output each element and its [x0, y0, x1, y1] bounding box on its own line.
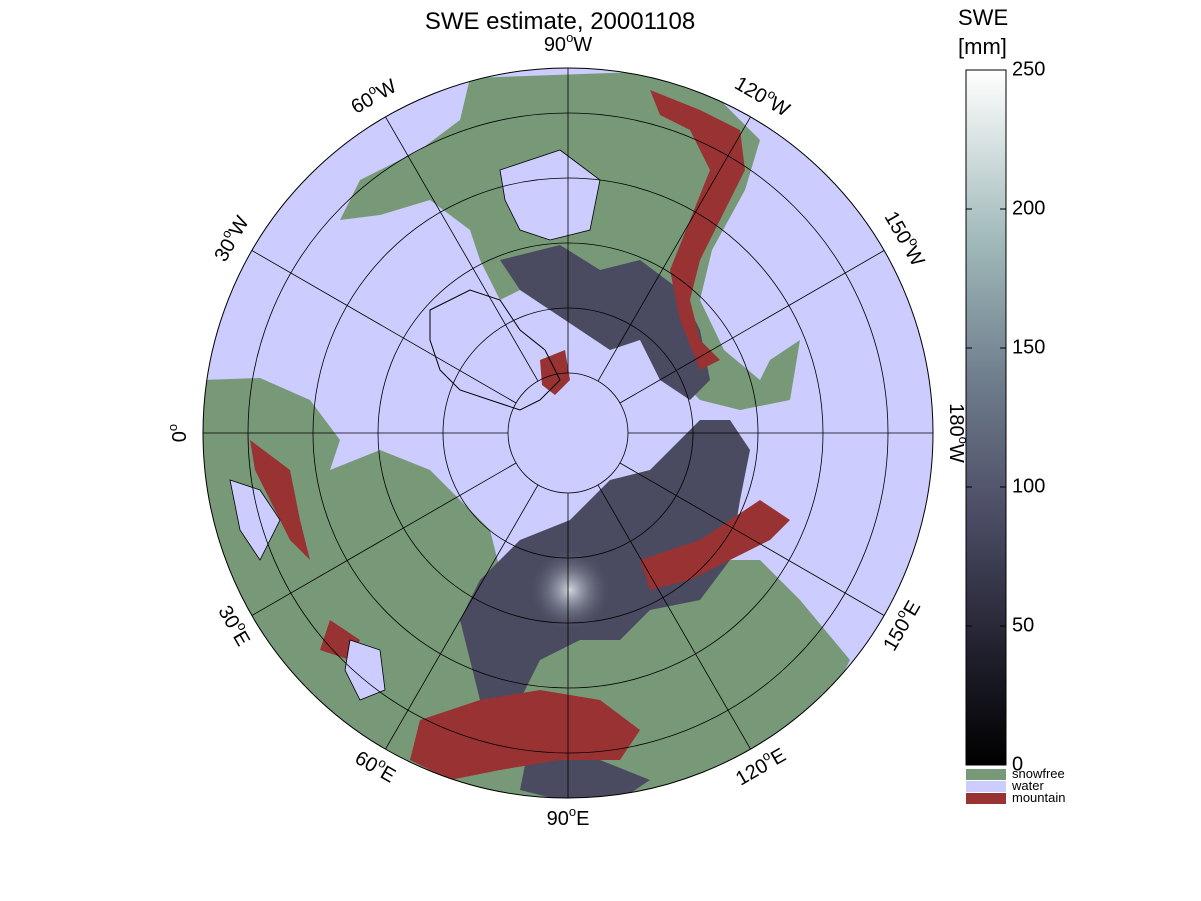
meridian-label: 90oE — [547, 804, 590, 830]
snow-region-siberia — [460, 420, 750, 700]
colorbar-gradient — [965, 69, 1007, 766]
meridian-line — [619, 250, 885, 404]
graticule — [203, 68, 933, 798]
coastline-greenland — [429, 289, 561, 411]
colorbar-tick-label: 0 — [1012, 753, 1023, 775]
mountain-rockies — [650, 90, 745, 370]
colorbar-tick-label: 150 — [1012, 336, 1045, 358]
map-boundary — [202, 67, 934, 799]
meridian-label: 60oW — [346, 72, 401, 119]
chart-title: SWE estimate, 20001108 — [424, 8, 696, 35]
water-caspian — [344, 639, 386, 701]
category-label-water: water — [1011, 778, 1044, 793]
colorbar-tick-label: 250 — [1012, 58, 1045, 80]
colorbar-ticks: 0 50 100 150 200 250 — [966, 58, 1045, 775]
colorbar-title: SWE — [958, 5, 1008, 30]
meridian-line — [251, 462, 517, 616]
snow-region-canada — [500, 245, 710, 400]
mountain-central-asia — [410, 690, 640, 780]
mountain-greenland — [540, 350, 570, 395]
category-label-snowfree: snowfree — [1012, 766, 1065, 781]
meridian-line — [385, 484, 539, 750]
water-hudson-bay — [499, 149, 601, 241]
colorbar: SWE [mm] 0 50 100 150 200 250 snowfreewatermo… — [958, 5, 1065, 805]
meridian-line — [597, 484, 751, 750]
category-label-mountain: mountain — [1012, 790, 1065, 805]
colorbar-tick-label: 50 — [1012, 614, 1034, 636]
category-swatch-mountain — [966, 793, 1006, 804]
category-swatch-water — [966, 781, 1006, 792]
meridian-line — [385, 116, 539, 382]
mountain-east-asia — [640, 500, 790, 590]
meridian-line — [251, 250, 517, 404]
meridian-line — [597, 116, 751, 382]
water-baltic — [229, 479, 281, 561]
colorbar-unit: [mm] — [958, 34, 1007, 59]
snow-depth-maximum — [530, 550, 610, 630]
colorbar-tick-label: 200 — [1012, 197, 1045, 219]
meridian-label: 30oW — [207, 211, 254, 266]
polar-map: 90oW120oW150oW180oW150oE120oE90oE60oE30o… — [165, 30, 970, 830]
meridian-label: 180oW — [945, 403, 971, 463]
mountain-scandinavia — [250, 440, 310, 560]
meridian-label: 0o — [165, 424, 191, 442]
category-swatch-snowfree — [966, 769, 1006, 780]
meridian-line — [619, 462, 885, 616]
meridian-label: 90oW — [544, 30, 592, 56]
colorbar-tick-label: 100 — [1012, 475, 1045, 497]
